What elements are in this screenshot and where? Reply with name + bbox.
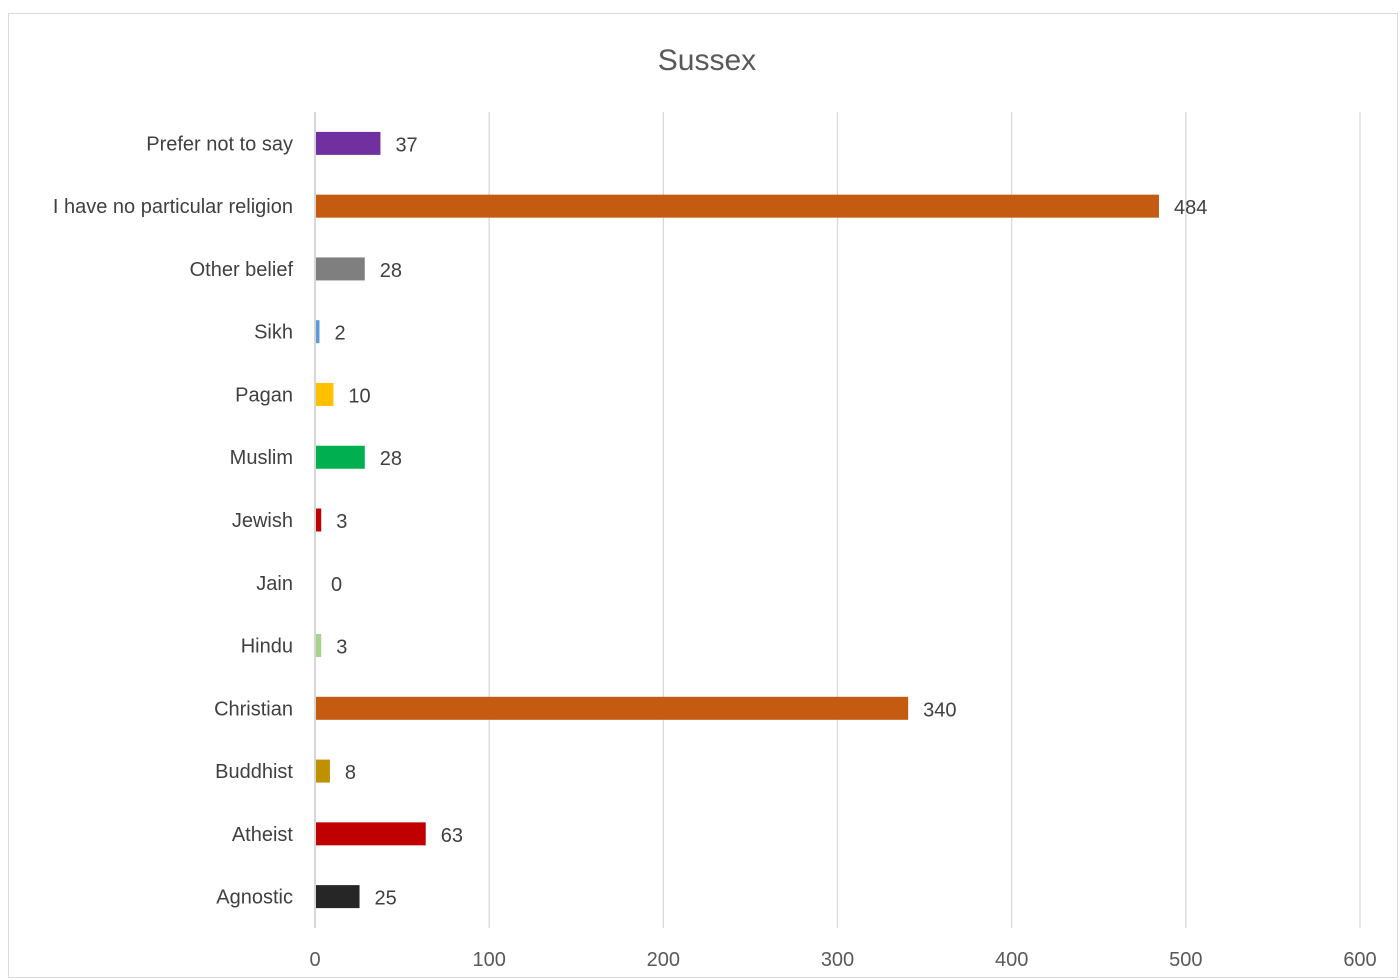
- category-label: Sikh: [254, 322, 293, 344]
- x-tick-label: 400: [995, 949, 1028, 971]
- data-label: 28: [380, 260, 402, 282]
- category-label: Jewish: [232, 510, 293, 532]
- bars: [316, 131, 1159, 909]
- data-label: 3: [336, 637, 347, 659]
- category-label: Agnostic: [216, 887, 293, 909]
- data-label: 25: [375, 888, 397, 910]
- category-label: I have no particular religion: [53, 196, 293, 218]
- category-label: Buddhist: [215, 761, 293, 783]
- bar: [316, 508, 322, 532]
- category-label: Christian: [214, 698, 293, 720]
- gridlines: [314, 112, 1361, 928]
- category-label: Atheist: [232, 824, 294, 846]
- category-label: Hindu: [241, 636, 293, 658]
- chart-frame: [8, 13, 1398, 978]
- category-labels: Prefer not to say I have no particular re…: [53, 133, 294, 908]
- data-label: 340: [923, 699, 956, 721]
- x-tick-label: 200: [647, 949, 680, 971]
- x-tick-labels: 0 100 200 300 400 500 600: [309, 949, 1376, 971]
- bar: [316, 131, 381, 155]
- category-label: Muslim: [230, 447, 293, 469]
- data-label: 63: [441, 825, 463, 847]
- x-tick-label: 300: [821, 949, 854, 971]
- bar: [316, 822, 426, 846]
- data-label: 2: [334, 323, 345, 345]
- x-tick-label: 500: [1169, 949, 1202, 971]
- bar: [316, 696, 909, 720]
- bar: [316, 885, 360, 909]
- bar: [316, 634, 322, 658]
- bar: [316, 194, 1159, 218]
- chart-title: Sussex: [658, 44, 756, 77]
- bar: [316, 320, 320, 344]
- bar: [316, 759, 330, 783]
- bar: [316, 257, 365, 281]
- data-labels: 37 484 28 2 10 28 3 0 3 340 8 63 25: [331, 134, 1207, 909]
- data-label: 28: [380, 448, 402, 470]
- category-label: Jain: [256, 573, 293, 595]
- data-label: 8: [345, 762, 356, 784]
- x-tick-label: 0: [309, 949, 320, 971]
- bar: [316, 445, 365, 469]
- category-label: Prefer not to say: [146, 133, 293, 155]
- bar: [316, 382, 334, 406]
- data-label: 10: [348, 385, 370, 407]
- x-tick-label: 600: [1343, 949, 1376, 971]
- data-label: 484: [1174, 197, 1207, 219]
- category-label: Other belief: [190, 259, 294, 281]
- data-label: 3: [336, 511, 347, 533]
- x-tick-label: 100: [472, 949, 505, 971]
- data-label: 37: [395, 134, 417, 156]
- data-label: 0: [331, 574, 342, 596]
- category-label: Pagan: [235, 384, 293, 406]
